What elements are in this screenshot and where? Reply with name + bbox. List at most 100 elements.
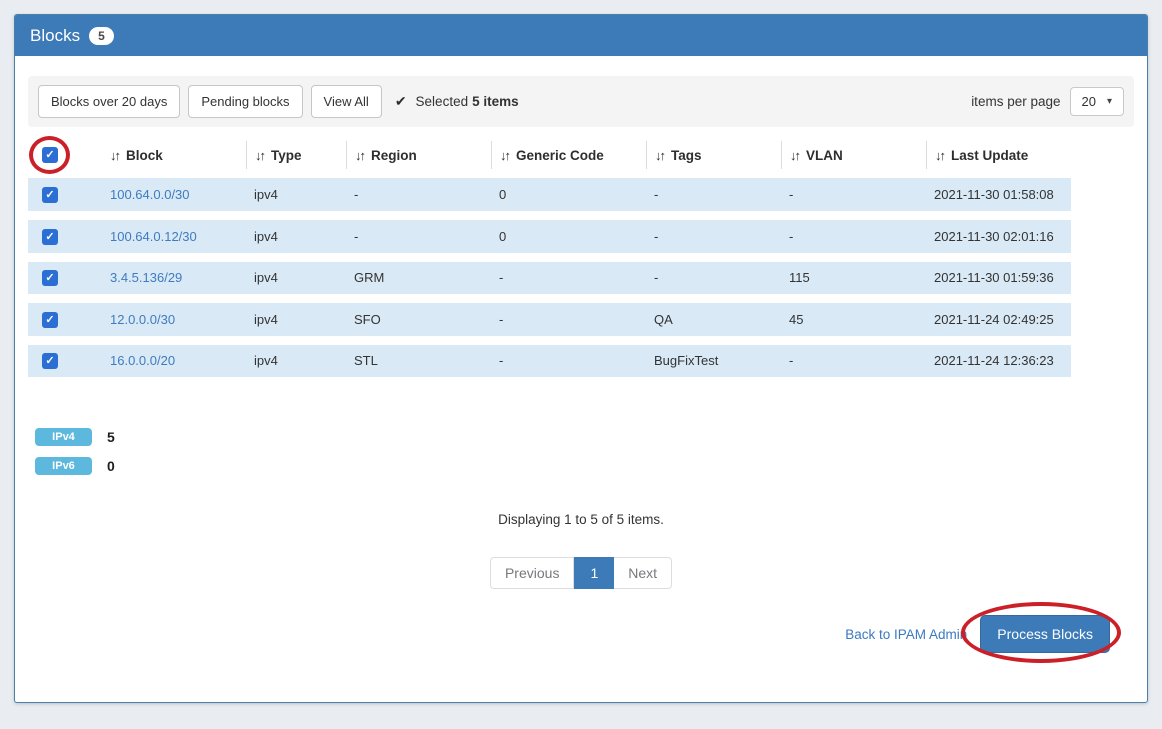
cell-tags: - xyxy=(646,220,781,253)
sort-icon: ↓↑ xyxy=(790,147,801,163)
ipv6-summary-row: IPv6 0 xyxy=(35,457,1134,476)
row-checkbox[interactable]: ✓ xyxy=(42,270,58,287)
cell-checkbox: ✓ xyxy=(28,261,102,295)
column-header-block[interactable]: ↓↑ Block xyxy=(110,147,163,163)
cell-generic-code: 0 xyxy=(491,178,646,211)
column-header-vlan[interactable]: ↓↑ VLAN xyxy=(781,141,926,170)
cell-vlan: - xyxy=(781,344,926,378)
back-to-ipam-admin-link[interactable]: Back to IPAM Admin xyxy=(845,626,968,642)
table-row: ✓ 16.0.0.0/20 ipv4 STL - BugFixTest - 20… xyxy=(28,344,1071,378)
table-row: ✓ 3.4.5.136/29 ipv4 GRM - - 115 2021-11-… xyxy=(28,261,1071,295)
select-all-header: ✓ xyxy=(28,136,102,174)
ipv6-count: 0 xyxy=(107,458,115,475)
cell-region: SFO xyxy=(346,303,491,336)
row-checkbox[interactable]: ✓ xyxy=(42,353,58,370)
cell-block: 100.64.0.12/30 xyxy=(102,220,246,253)
sort-icon: ↓↑ xyxy=(935,147,946,163)
pagination-next-button[interactable]: Next xyxy=(614,557,673,590)
cell-vlan: 45 xyxy=(781,303,926,336)
ipv4-count: 5 xyxy=(107,429,115,446)
cell-generic-code: 0 xyxy=(491,220,646,253)
displaying-status-text: Displaying 1 to 5 of 5 items. xyxy=(498,512,664,528)
row-checkbox[interactable]: ✓ xyxy=(42,228,58,245)
ipv6-badge: IPv6 xyxy=(35,457,92,476)
select-all-checkbox[interactable]: ✓ xyxy=(42,147,58,164)
items-per-page-value: 20 xyxy=(1081,94,1096,109)
cell-tags: QA xyxy=(646,303,781,336)
cell-region: - xyxy=(346,220,491,253)
row-checkbox[interactable]: ✓ xyxy=(42,187,58,203)
cell-checkbox: ✓ xyxy=(28,178,102,211)
type-summary: IPv4 5 IPv6 0 xyxy=(35,428,1134,476)
cell-checkbox: ✓ xyxy=(28,344,102,378)
pagination: Previous 1 Next xyxy=(28,557,1134,590)
column-header-tags[interactable]: ↓↑ Tags xyxy=(646,141,781,170)
sort-icon: ↓↑ xyxy=(655,147,666,163)
cell-tags: - xyxy=(646,178,781,211)
page-title: Blocks xyxy=(30,25,81,45)
check-icon: ✔ xyxy=(394,93,407,109)
cell-tags: BugFixTest xyxy=(646,344,781,378)
cell-block: 100.64.0.0/30 xyxy=(102,178,246,211)
table-row: ✓ 100.64.0.12/30 ipv4 - 0 - - 2021-11-30… xyxy=(28,220,1071,253)
sort-icon: ↓↑ xyxy=(110,147,121,163)
blocks-over-20-days-button[interactable]: Blocks over 20 days xyxy=(38,85,181,118)
row-checkbox[interactable]: ✓ xyxy=(42,311,58,328)
process-blocks-button[interactable]: Process Blocks xyxy=(980,615,1110,654)
items-per-page-label: items per page xyxy=(971,94,1061,109)
cell-generic-code: - xyxy=(491,303,646,336)
column-header-generic-code[interactable]: ↓↑ Generic Code xyxy=(491,141,646,170)
cell-checkbox: ✓ xyxy=(28,303,102,336)
toolbar: Blocks over 20 days Pending blocks View … xyxy=(28,76,1134,127)
block-link[interactable]: 3.4.5.136/29 xyxy=(110,270,183,286)
cell-vlan: - xyxy=(781,178,926,211)
cell-region: GRM xyxy=(346,261,491,295)
pending-blocks-button[interactable]: Pending blocks xyxy=(188,85,303,118)
ipv4-badge: IPv4 xyxy=(35,428,92,447)
cell-type: ipv4 xyxy=(246,303,346,336)
column-header-last-update[interactable]: ↓↑ Last Update xyxy=(926,141,1071,170)
table-row: ✓ 100.64.0.0/30 ipv4 - 0 - - 2021-11-30 … xyxy=(28,178,1071,211)
cell-type: ipv4 xyxy=(246,261,346,295)
cell-last-update: 2021-11-24 02:49:25 xyxy=(926,303,1071,336)
selected-items-text: Selected 5 items xyxy=(416,94,519,109)
items-per-page-select[interactable]: 20 ▾ xyxy=(1069,87,1124,116)
cell-vlan: - xyxy=(781,220,926,253)
blocks-panel: Blocks 5 Blocks over 20 days Pending blo… xyxy=(14,14,1148,703)
sort-icon: ↓↑ xyxy=(355,147,366,163)
column-header-region[interactable]: ↓↑ Region xyxy=(346,141,491,170)
column-header-type[interactable]: ↓↑ Type xyxy=(246,141,346,170)
cell-last-update: 2021-11-30 01:58:08 xyxy=(926,178,1071,211)
ipv4-summary-row: IPv4 5 xyxy=(35,428,1134,447)
block-link[interactable]: 16.0.0.0/20 xyxy=(110,353,176,369)
cell-vlan: 115 xyxy=(781,261,926,295)
sort-icon: ↓↑ xyxy=(255,147,266,163)
bottom-actions: Back to IPAM Admin Process Blocks xyxy=(28,602,1134,664)
cell-block: 12.0.0.0/30 xyxy=(102,303,246,336)
block-link[interactable]: 100.64.0.12/30 xyxy=(110,228,197,244)
block-link[interactable]: 100.64.0.0/30 xyxy=(110,187,190,203)
table-header-row: ✓ ↓↑ Block ↓↑ Type ↓↑ Region ↓↑ Generic Code… xyxy=(28,136,1071,174)
selected-count: 5 items xyxy=(472,94,519,109)
caret-down-icon: ▾ xyxy=(1106,96,1112,107)
cell-last-update: 2021-11-30 02:01:16 xyxy=(926,220,1071,253)
cell-region: STL xyxy=(346,344,491,378)
view-all-button[interactable]: View All xyxy=(310,85,382,118)
block-link[interactable]: 12.0.0.0/30 xyxy=(110,311,176,327)
selected-label: Selected xyxy=(415,94,469,109)
items-per-page: items per page 20 ▾ xyxy=(971,87,1124,116)
blocks-table: ✓ ↓↑ Block ↓↑ Type ↓↑ Region ↓↑ Generic Code… xyxy=(28,132,1071,386)
sort-icon: ↓↑ xyxy=(500,147,511,163)
cell-type: ipv4 xyxy=(246,344,346,378)
table-row: ✓ 12.0.0.0/30 ipv4 SFO - QA 45 2021-11-2… xyxy=(28,303,1071,336)
cell-checkbox: ✓ xyxy=(28,220,102,253)
pagination-previous-button[interactable]: Previous xyxy=(489,557,575,590)
cell-block: 3.4.5.136/29 xyxy=(102,261,246,295)
blocks-count-badge: 5 xyxy=(89,26,114,45)
cell-generic-code: - xyxy=(491,344,646,378)
cell-region: - xyxy=(346,178,491,211)
cell-type: ipv4 xyxy=(246,178,346,211)
cell-last-update: 2021-11-24 12:36:23 xyxy=(926,344,1071,378)
pagination-page-1-button[interactable]: 1 xyxy=(574,557,615,590)
cell-block: 16.0.0.0/20 xyxy=(102,344,246,378)
